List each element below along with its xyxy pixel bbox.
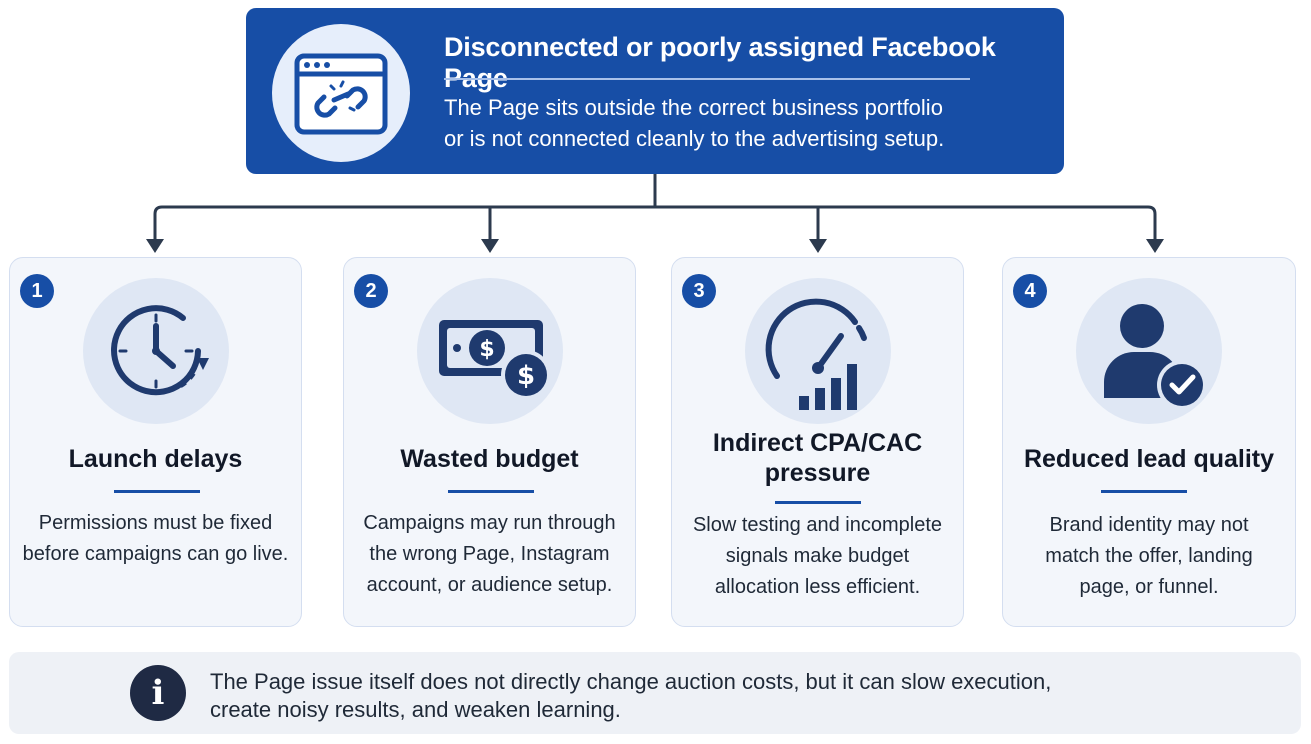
card-title: Launch delays xyxy=(68,445,243,473)
header-description-line: or is not connected cleanly to the adver… xyxy=(444,126,945,151)
step-number-badge: 3 xyxy=(682,274,716,308)
card-description: Slow testing and incomplete signals make… xyxy=(684,510,951,603)
card-description-line: page, or funnel. xyxy=(1079,576,1219,598)
broken-link-window-icon xyxy=(272,24,410,162)
user-check-icon xyxy=(1076,278,1222,424)
card-divider xyxy=(775,501,861,504)
header-divider xyxy=(444,78,970,80)
card-description-line: account, or audience setup. xyxy=(366,574,613,596)
connector-arrows xyxy=(146,174,1164,253)
card-wasted-budget: 2 $ $ Wasted budget Campaigns may run th… xyxy=(343,257,636,627)
note-text-line: create noisy results, and weaken learnin… xyxy=(210,697,621,722)
step-number-badge: 2 xyxy=(354,274,388,308)
card-description-line: Slow testing and incomplete xyxy=(692,514,943,536)
card-title-line: Indirect CPA/CAC xyxy=(712,429,923,457)
card-description-line: before campaigns can go live. xyxy=(22,543,289,565)
note-text-line: The Page issue itself does not directly … xyxy=(210,669,1052,694)
gauge-chart-icon xyxy=(745,278,891,424)
svg-text:$: $ xyxy=(479,337,494,362)
card-title: Wasted budget xyxy=(400,445,579,473)
card-description-line: the wrong Page, Instagram xyxy=(369,543,610,565)
step-number-badge: 4 xyxy=(1013,274,1047,308)
card-description-line: Permissions must be fixed xyxy=(38,512,273,534)
card-description: Campaigns may run through the wrong Page… xyxy=(356,508,623,601)
card-launch-delays: 1 Launch delays Permissions must be fixe… xyxy=(9,257,302,627)
card-description-line: match the offer, landing xyxy=(1045,545,1253,567)
card-divider xyxy=(448,490,534,493)
card-description-line: Brand identity may not xyxy=(1049,514,1249,536)
card-divider xyxy=(114,490,200,493)
header-description: The Page sits outside the correct busine… xyxy=(444,92,1034,154)
info-icon: i xyxy=(130,665,186,721)
card-indirect-cpa-cac-pressure: 3 Indirect CPA/CAC pressure Slow testing… xyxy=(671,257,964,627)
card-title: Indirect CPA/CAC pressure xyxy=(672,428,963,488)
clock-icon xyxy=(83,278,229,424)
card-reduced-lead-quality: 4 Reduced lead quality Brand identity ma… xyxy=(1002,257,1296,627)
card-description-line: Campaigns may run through xyxy=(363,512,616,534)
info-note: i The Page issue itself does not directl… xyxy=(9,652,1301,734)
card-description-line: allocation less efficient. xyxy=(714,576,921,598)
card-description: Brand identity may not match the offer, … xyxy=(1015,510,1283,603)
header-description-line: The Page sits outside the correct busine… xyxy=(444,95,943,120)
card-description-line: signals make budget xyxy=(725,545,910,567)
svg-text:$: $ xyxy=(517,361,535,391)
card-divider xyxy=(1101,490,1187,493)
money-icon: $ $ xyxy=(417,278,563,424)
header-panel: Disconnected or poorly assigned Facebook… xyxy=(246,8,1064,174)
card-title-line: pressure xyxy=(764,459,871,487)
step-number-badge: 1 xyxy=(20,274,54,308)
card-title: Reduced lead quality xyxy=(1023,445,1275,473)
note-text: The Page issue itself does not directly … xyxy=(210,668,1210,724)
card-description: Permissions must be fixed before campaig… xyxy=(22,508,289,570)
